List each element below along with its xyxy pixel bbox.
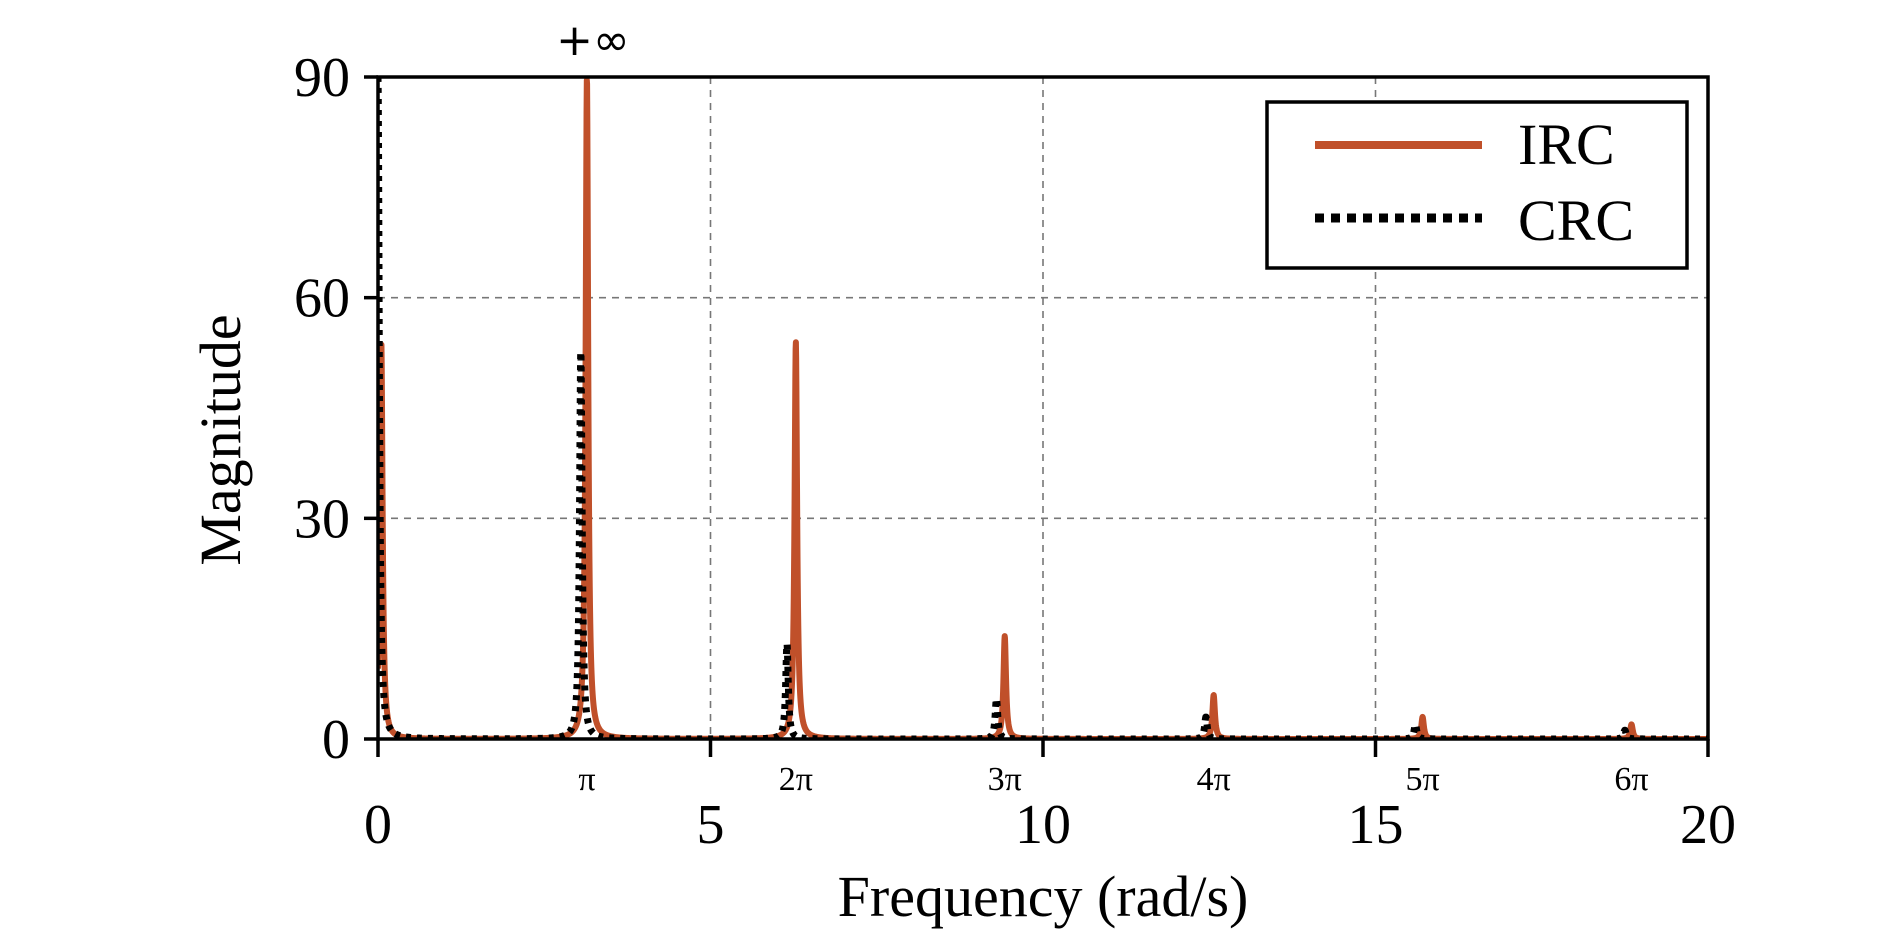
pi-tick-label-3: 4π [1197, 761, 1231, 798]
pi-tick-label-5: 6π [1614, 761, 1648, 798]
x-tick-label-0: 0 [364, 794, 392, 856]
legend-label-irc: IRC [1518, 112, 1615, 177]
y-tick-label-3: 90 [294, 47, 350, 109]
y-tick-label-2: 60 [294, 268, 350, 330]
pi-tick-label-0: π [578, 761, 595, 798]
infinity-annotation: +∞ [556, 15, 630, 66]
legend-box [1265, 100, 1689, 270]
x-axis-title: Frequency (rad/s) [838, 864, 1249, 929]
pi-tick-label-1: 2π [779, 761, 813, 798]
axis-ticks: 0 5 10 15 20 0 30 60 90 π 2π 3π 4π 5π 6π [294, 47, 1736, 856]
x-tick-label-3: 15 [1348, 794, 1404, 856]
x-tick-label-1: 5 [697, 794, 725, 856]
legend-label-crc: CRC [1518, 188, 1634, 253]
y-tick-label-0: 0 [322, 709, 350, 771]
pi-tick-label-4: 5π [1405, 761, 1439, 798]
x-tick-label-4: 20 [1680, 794, 1736, 856]
legend: IRC CRC [1265, 100, 1689, 270]
y-tick-label-1: 30 [294, 488, 350, 550]
pi-tick-label-2: 3π [988, 761, 1022, 798]
x-tick-label-2: 10 [1015, 794, 1071, 856]
y-axis-title: Magnitude [188, 314, 253, 565]
